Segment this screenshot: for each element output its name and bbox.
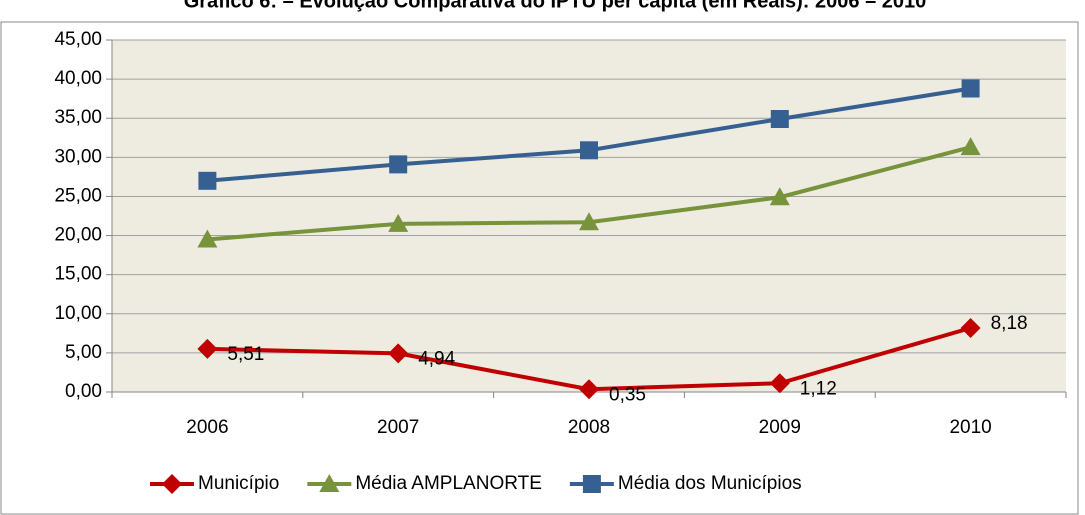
marker: [769, 373, 790, 394]
x-tick-label: 2010: [949, 417, 991, 438]
marker: [960, 318, 981, 339]
y-tick-label: 40,00: [54, 68, 102, 89]
y-tick-label: 45,00: [54, 29, 102, 50]
marker: [582, 475, 601, 493]
x-tick-label: 2008: [568, 417, 610, 438]
x-tick-label: 2006: [186, 417, 228, 438]
data-label: 1,12: [800, 378, 837, 399]
legend-label: Média dos Municípios: [618, 473, 802, 494]
data-label: 4,94: [418, 348, 455, 369]
y-tick-label: 10,00: [54, 303, 102, 324]
marker: [960, 137, 981, 156]
y-tick-label: 25,00: [54, 185, 102, 206]
marker: [197, 338, 218, 359]
marker: [388, 213, 409, 232]
marker: [580, 141, 598, 160]
y-tick-label: 15,00: [54, 264, 102, 285]
data-label: 8,18: [991, 313, 1028, 334]
marker: [770, 110, 789, 129]
data-label: 0,35: [609, 384, 646, 405]
marker: [388, 343, 409, 364]
y-tick-label: 35,00: [54, 107, 102, 128]
y-tick-label: 20,00: [54, 225, 102, 246]
marker: [197, 229, 218, 248]
marker: [162, 474, 182, 494]
legend-label: Município: [198, 473, 279, 494]
x-tick-label: 2009: [759, 417, 801, 438]
marker: [961, 79, 980, 98]
data-label: 5,51: [227, 344, 264, 365]
marker: [769, 187, 790, 206]
marker: [198, 171, 217, 190]
y-tick-label: 5,00: [65, 342, 102, 363]
marker: [579, 379, 599, 400]
marker: [389, 155, 408, 174]
x-tick-label: 2007: [377, 417, 419, 438]
chart-title: Gráfico 6: – Evolução Comparativa do IPT…: [184, 0, 927, 12]
legend-label: Média AMPLANORTE: [355, 473, 542, 494]
y-tick-label: 0,00: [65, 381, 102, 402]
y-tick-label: 30,00: [54, 146, 102, 167]
marker: [579, 212, 599, 231]
marker: [319, 474, 340, 492]
